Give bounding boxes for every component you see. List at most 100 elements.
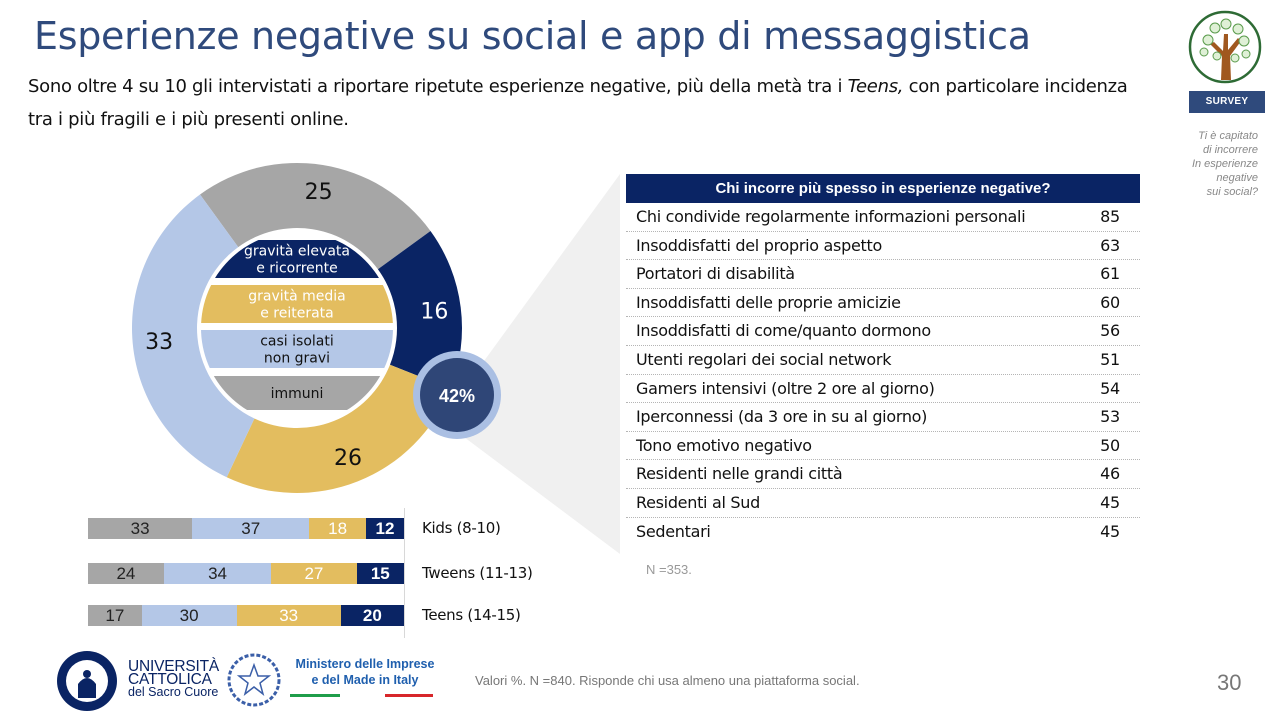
row-value: 63 xyxy=(1100,235,1120,255)
risk-groups-table: Chi incorre più spesso in esperienze neg… xyxy=(626,174,1140,546)
ministry-line: e del Made in Italy xyxy=(311,673,419,687)
university-name: UNIVERSITÀ CATTOLICA del Sacro Cuore xyxy=(128,659,219,699)
university-seal-logo xyxy=(57,651,117,711)
side-question-line: sui social? xyxy=(1206,186,1258,198)
survey-tree-logo-icon xyxy=(1188,10,1262,84)
row-label: Insoddisfatti di come/quanto dormono xyxy=(636,321,931,341)
legend-label: non gravi xyxy=(264,351,330,367)
row-value: 45 xyxy=(1100,521,1120,541)
row-label: Residenti al Sud xyxy=(636,492,760,512)
legend-label: gravità elevata xyxy=(244,244,350,260)
legend-swatch xyxy=(201,285,393,323)
subtitle-text-1: Sono oltre 4 su 10 gli intervistati a ri… xyxy=(28,76,848,97)
subtitle-text-2: con particolare incidenza tra i più frag… xyxy=(28,76,1128,130)
university-line: del Sacro Cuore xyxy=(128,685,219,699)
callout-value: 42% xyxy=(439,386,475,406)
side-question-line: di incorrere xyxy=(1202,144,1258,156)
bar-segment: 20 xyxy=(340,605,404,626)
table-row: Utenti regolari dei social network 51 xyxy=(626,346,1140,375)
row-value: 46 xyxy=(1100,464,1120,484)
bar-segment: 27 xyxy=(271,563,357,584)
donut-slices xyxy=(131,162,462,493)
page-title: Esperienze negative su social e app di m… xyxy=(34,14,1031,58)
bar-axis-line xyxy=(404,508,405,638)
callout-wedge xyxy=(460,174,620,554)
table-body: Chi condivide regolarmente informazioni … xyxy=(626,203,1140,546)
table-row: Portatori di disabilità 61 xyxy=(626,260,1140,289)
donut-value-label: 25 xyxy=(305,180,333,205)
donut-value-label: 26 xyxy=(334,446,362,471)
flag-stripe-green xyxy=(290,694,340,697)
row-label: Insoddisfatti delle proprie amicizie xyxy=(636,292,901,312)
donut-value-label: 33 xyxy=(145,330,173,355)
row-value: 51 xyxy=(1100,349,1120,369)
bar-segment: 12 xyxy=(366,518,404,539)
bar-row: 17 30 33 20 xyxy=(88,605,404,626)
legend-swatch xyxy=(201,330,393,368)
table-row: Iperconnessi (da 3 ore in su al giorno) 5… xyxy=(626,403,1140,432)
table-row: Residenti al Sud 45 xyxy=(626,489,1140,518)
row-value: 54 xyxy=(1100,378,1120,398)
legend-label: gravità media xyxy=(248,289,346,305)
bar-category-label: Kids (8-10) xyxy=(422,519,501,537)
footer-note: Valori %. N =840. Risponde chi usa almen… xyxy=(475,673,860,688)
ministry-line: Ministero delle Imprese xyxy=(295,657,435,671)
bar-category-label: Teens (14-15) xyxy=(422,606,521,624)
row-value: 60 xyxy=(1100,292,1120,312)
table-row: Insoddisfatti del proprio aspetto 63 xyxy=(626,232,1140,261)
row-label: Gamers intensivi (oltre 2 ore al giorno) xyxy=(636,378,935,398)
page-subtitle: Sono oltre 4 su 10 gli intervistati a ri… xyxy=(28,70,1148,136)
table-row: Chi condivide regolarmente informazioni … xyxy=(626,203,1140,232)
bar-segment: 34 xyxy=(163,563,272,584)
table-row: Sedentari 45 xyxy=(626,518,1140,547)
bar-category-label: Tweens (11-13) xyxy=(422,564,533,582)
bar-segment: 37 xyxy=(192,518,310,539)
donut-value-label: 16 xyxy=(420,300,448,325)
table-row: Gamers intensivi (oltre 2 ore al giorno)… xyxy=(626,375,1140,404)
legend-label: casi isolati xyxy=(260,334,334,350)
donut-slice xyxy=(131,194,255,478)
row-label: Chi condivide regolarmente informazioni … xyxy=(636,207,1026,226)
flag-stripe-red xyxy=(385,694,433,697)
donut-slice xyxy=(200,162,431,270)
table-header: Chi incorre più spesso in esperienze neg… xyxy=(626,174,1140,203)
row-value: 85 xyxy=(1100,207,1120,226)
bar-segment: 18 xyxy=(309,518,367,539)
university-line: CATTOLICA xyxy=(128,671,212,688)
donut-value-labels: 25 16 26 33 xyxy=(145,180,448,471)
donut-slice xyxy=(377,231,462,389)
row-value: 56 xyxy=(1100,321,1120,341)
side-question-line: negative xyxy=(1216,172,1258,184)
row-label: Residenti nelle grandi città xyxy=(636,464,843,484)
bar-segment: 33 xyxy=(236,605,341,626)
legend-label: immuni xyxy=(271,386,324,402)
legend-label: e ricorrente xyxy=(256,261,338,277)
republic-emblem-logo xyxy=(227,653,281,707)
ministry-name: Ministero delle Imprese e del Made in It… xyxy=(290,656,440,688)
donut-slice xyxy=(226,364,451,493)
bar-segment: 33 xyxy=(88,518,193,539)
table-row: Insoddisfatti di come/quanto dormono 56 xyxy=(626,317,1140,346)
bar-segment: 15 xyxy=(356,563,404,584)
callout-badge: 42% xyxy=(413,351,501,439)
side-question: Ti è capitato di incorrere In esperienze… xyxy=(1148,129,1258,199)
callout-circle xyxy=(420,358,494,432)
row-label: Tono emotivo negativo xyxy=(636,435,812,455)
bar-row: 24 34 27 15 xyxy=(88,563,404,584)
row-value: 61 xyxy=(1100,264,1120,284)
bar-segment: 17 xyxy=(88,605,142,626)
subtitle-italic: Teens, xyxy=(847,76,904,97)
bar-segment: 24 xyxy=(88,563,164,584)
table-row: Insoddisfatti delle proprie amicizie 60 xyxy=(626,289,1140,318)
survey-badge: SURVEY xyxy=(1189,91,1265,113)
page-number: 30 xyxy=(1217,670,1242,695)
row-value: 53 xyxy=(1100,407,1120,427)
table-row: Tono emotivo negativo 50 xyxy=(626,432,1140,461)
row-label: Iperconnessi (da 3 ore in su al giorno) xyxy=(636,407,928,427)
row-label: Sedentari xyxy=(636,521,711,541)
bar-segment: 30 xyxy=(141,605,237,626)
side-question-line: In esperienze xyxy=(1191,158,1258,170)
row-label: Insoddisfatti del proprio aspetto xyxy=(636,235,882,255)
side-question-line: Ti è capitato xyxy=(1198,130,1258,142)
